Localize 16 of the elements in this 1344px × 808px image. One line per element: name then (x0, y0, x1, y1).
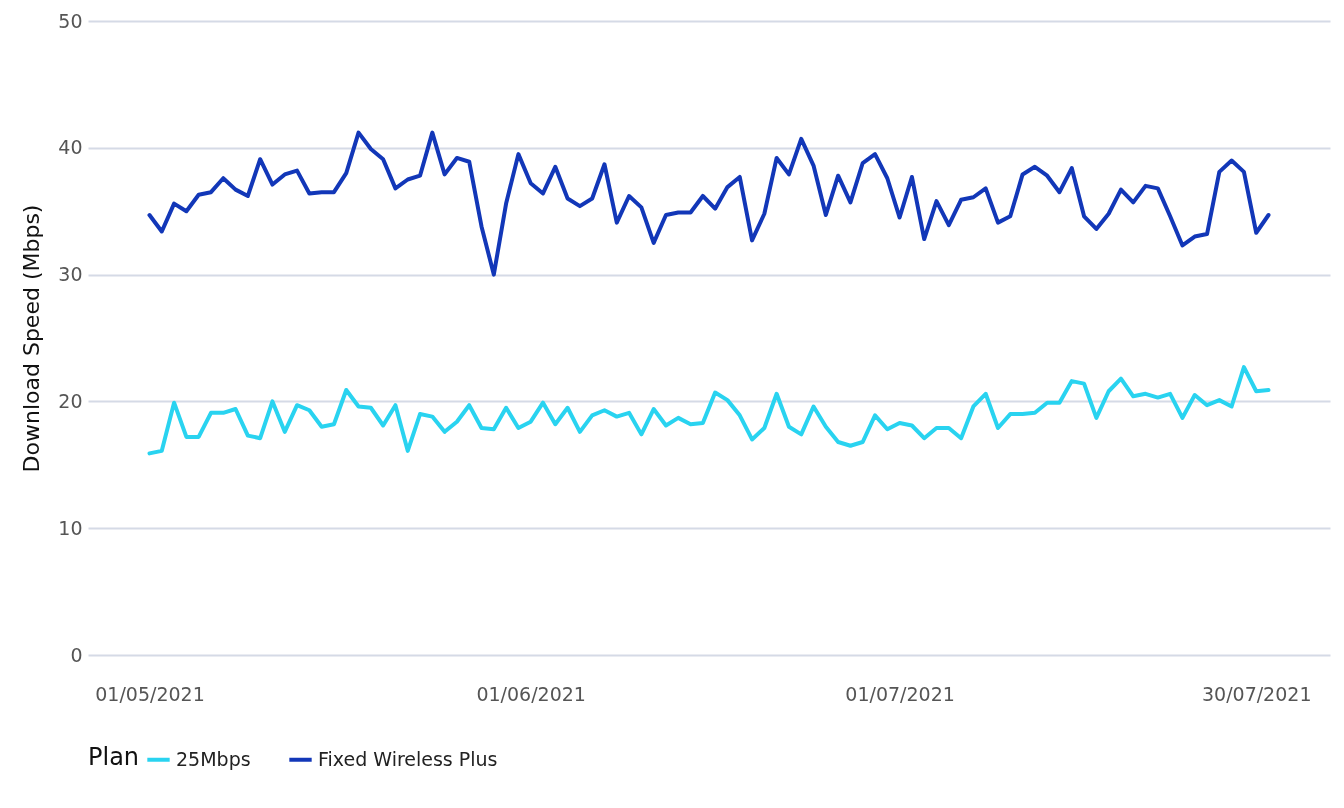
y-tick-label: 0 (70, 643, 83, 666)
x-tick-label: 01/07/2021 (845, 682, 955, 705)
x-tick-label: 01/06/2021 (476, 682, 586, 705)
y-axis-title: Download Speed (Mbps) (19, 204, 45, 473)
y-tick-label: 30 (58, 263, 83, 286)
y-tick-label: 20 (58, 389, 83, 412)
line-series (147, 130, 1271, 277)
y-tick-label: 10 (58, 516, 83, 539)
y-tick-label: 40 (58, 136, 83, 159)
y-tick-label: 50 (58, 9, 83, 32)
x-tick-label: 01/05/2021 (95, 682, 205, 705)
legend-title: Plan (88, 743, 140, 771)
legend-label: Fixed Wireless Plus (318, 747, 498, 770)
legend-label: 25Mbps (176, 747, 251, 770)
line-series (147, 365, 1271, 456)
x-tick-label: 30/07/2021 (1201, 682, 1312, 705)
